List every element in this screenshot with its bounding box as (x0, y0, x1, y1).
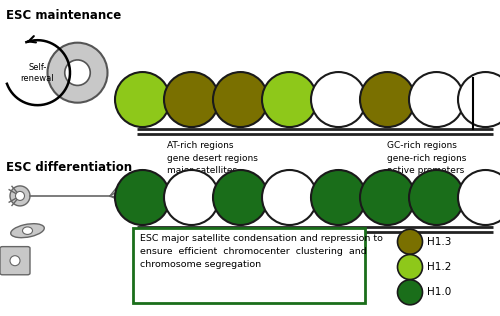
FancyBboxPatch shape (0, 246, 30, 275)
Ellipse shape (360, 72, 415, 127)
Ellipse shape (398, 229, 422, 254)
Ellipse shape (16, 191, 24, 200)
Ellipse shape (458, 72, 500, 127)
Ellipse shape (409, 72, 464, 127)
Ellipse shape (409, 170, 464, 225)
Ellipse shape (10, 186, 30, 206)
FancyBboxPatch shape (132, 228, 365, 303)
Ellipse shape (115, 170, 170, 225)
Ellipse shape (262, 72, 317, 127)
Ellipse shape (213, 170, 268, 225)
Text: ESC major satellite condensation and repression to
ensure  efficient  chromocent: ESC major satellite condensation and rep… (140, 234, 383, 269)
Ellipse shape (458, 170, 500, 225)
Ellipse shape (311, 72, 366, 127)
Text: H1.3: H1.3 (428, 237, 452, 247)
Ellipse shape (164, 170, 219, 225)
Text: GC-rich regions
gene-rich regions
active promoters: GC-rich regions gene-rich regions active… (388, 141, 467, 175)
Ellipse shape (22, 227, 32, 234)
Ellipse shape (115, 72, 170, 127)
Ellipse shape (360, 170, 415, 225)
Ellipse shape (262, 170, 317, 225)
Ellipse shape (398, 254, 422, 280)
Text: ESC differentiation: ESC differentiation (6, 161, 132, 174)
Text: H1.0: H1.0 (428, 287, 452, 297)
Ellipse shape (213, 72, 268, 127)
Ellipse shape (10, 224, 44, 238)
Ellipse shape (311, 170, 366, 225)
Text: H1.2: H1.2 (428, 262, 452, 272)
Text: ESC maintenance: ESC maintenance (6, 9, 121, 22)
Text: Self-
renewal: Self- renewal (20, 63, 54, 83)
Ellipse shape (65, 60, 90, 85)
Ellipse shape (398, 280, 422, 305)
Ellipse shape (10, 256, 20, 266)
Text: AT-rich regions
gene desert regions
major satellites: AT-rich regions gene desert regions majo… (167, 141, 258, 175)
Ellipse shape (164, 72, 219, 127)
Ellipse shape (48, 43, 108, 103)
